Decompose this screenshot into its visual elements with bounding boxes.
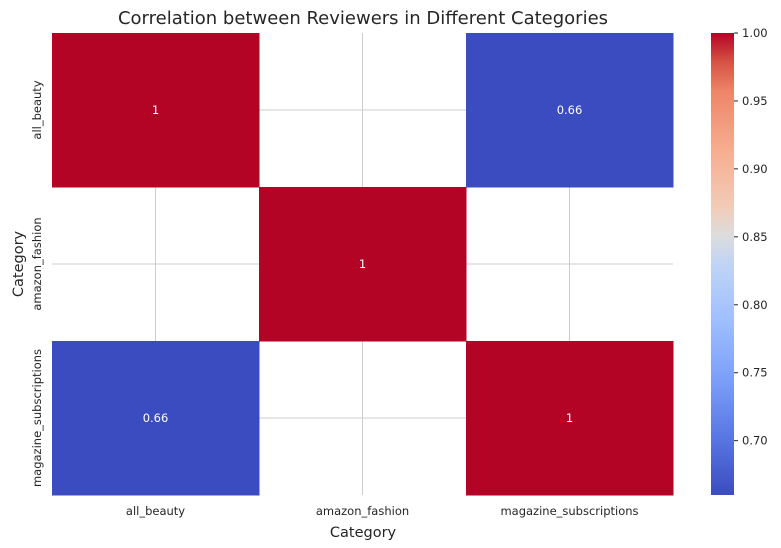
- colorbar-tick-label: 0.75: [742, 366, 768, 380]
- heatmap-cell: [52, 341, 260, 496]
- x-axis-label: Category: [330, 525, 397, 541]
- x-tick-label: amazon_fashion: [316, 504, 409, 518]
- colorbar-gradient: [711, 33, 734, 495]
- heatmap-cell: [466, 33, 674, 188]
- colorbar-tick-label: 1.00: [742, 26, 768, 40]
- cell-value-label: 1: [359, 257, 366, 271]
- heatmap-cells: [52, 33, 674, 496]
- y-tick-label: magazine_subscriptions: [30, 349, 44, 487]
- colorbar: 0.70 0.75 0.80 0.85 0.90 0.95 1.00: [711, 26, 768, 495]
- heatmap-cell: [52, 33, 260, 188]
- colorbar-tick-label: 0.90: [742, 162, 768, 176]
- colorbar-tick-label: 0.80: [742, 298, 768, 312]
- y-tick-labels: all_beauty amazon_fashion magazine_subscri…: [30, 80, 44, 487]
- heatmap-cell: [466, 341, 674, 496]
- y-axis-label: Category: [11, 230, 27, 297]
- chart-title: Correlation between Reviewers in Differe…: [118, 8, 608, 29]
- y-tick-label: all_beauty: [30, 80, 44, 139]
- colorbar-tick-label: 0.85: [742, 230, 768, 244]
- cell-value-label: 0.66: [143, 411, 169, 425]
- heatmap-cell: [259, 187, 467, 342]
- cell-labels: 1 0.66 1 0.66 1: [143, 103, 583, 425]
- cell-value-label: 1: [152, 103, 159, 117]
- x-tick-labels: all_beauty amazon_fashion magazine_subscri…: [126, 504, 639, 518]
- colorbar-tick-label: 0.70: [742, 434, 768, 448]
- cell-value-label: 1: [566, 411, 573, 425]
- cell-value-label: 0.66: [557, 103, 583, 117]
- x-tick-label: all_beauty: [126, 504, 185, 518]
- y-tick-label: amazon_fashion: [30, 217, 44, 310]
- x-tick-label: magazine_subscriptions: [500, 504, 638, 518]
- colorbar-tick-label: 0.95: [742, 94, 768, 108]
- colorbar-ticks: 0.70 0.75 0.80 0.85 0.90 0.95 1.00: [734, 26, 768, 448]
